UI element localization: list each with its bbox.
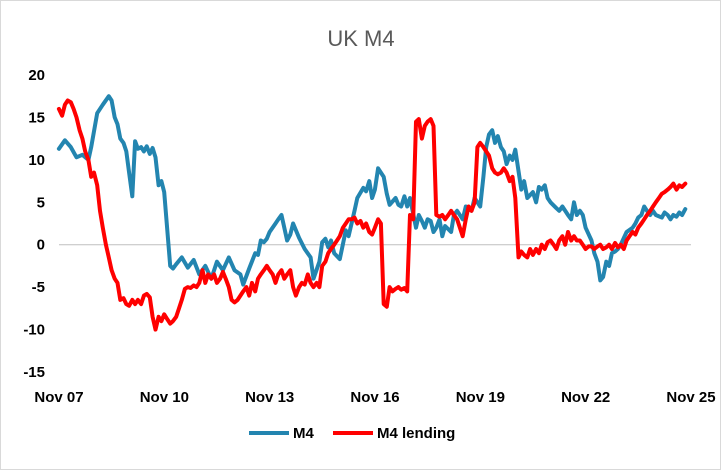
x-tick-label: Nov 16 (350, 389, 399, 406)
y-tick-label: 0 (37, 237, 45, 254)
legend-label-m4: M4 (293, 425, 314, 442)
y-tick-label: 15 (28, 109, 45, 126)
legend: M4 M4 lending (249, 425, 455, 442)
legend-label-m4-lending: M4 lending (377, 425, 455, 442)
y-axis-ticks: -15 -10 -5 0 5 10 15 20 (23, 67, 45, 381)
y-tick-label: 10 (28, 152, 45, 169)
chart-title: UK M4 (327, 26, 394, 51)
x-tick-label: Nov 07 (34, 389, 83, 406)
x-tick-label: Nov 13 (245, 389, 294, 406)
x-tick-label: Nov 25 (666, 389, 715, 406)
y-tick-label: -5 (32, 279, 45, 296)
series-lines (56, 94, 688, 332)
y-tick-label: 20 (28, 67, 45, 84)
x-tick-label: Nov 22 (561, 389, 610, 406)
x-tick-label: Nov 19 (456, 389, 505, 406)
x-tick-label: Nov 10 (140, 389, 189, 406)
series-line-m4 (56, 94, 688, 287)
x-axis-ticks: Nov 07 Nov 10 Nov 13 Nov 16 Nov 19 Nov 22 Nov … (34, 389, 715, 406)
y-tick-label: -15 (23, 364, 45, 381)
y-tick-label: 5 (37, 194, 45, 211)
y-tick-label: -10 (23, 322, 45, 339)
series-line-m4-lending (56, 98, 688, 332)
